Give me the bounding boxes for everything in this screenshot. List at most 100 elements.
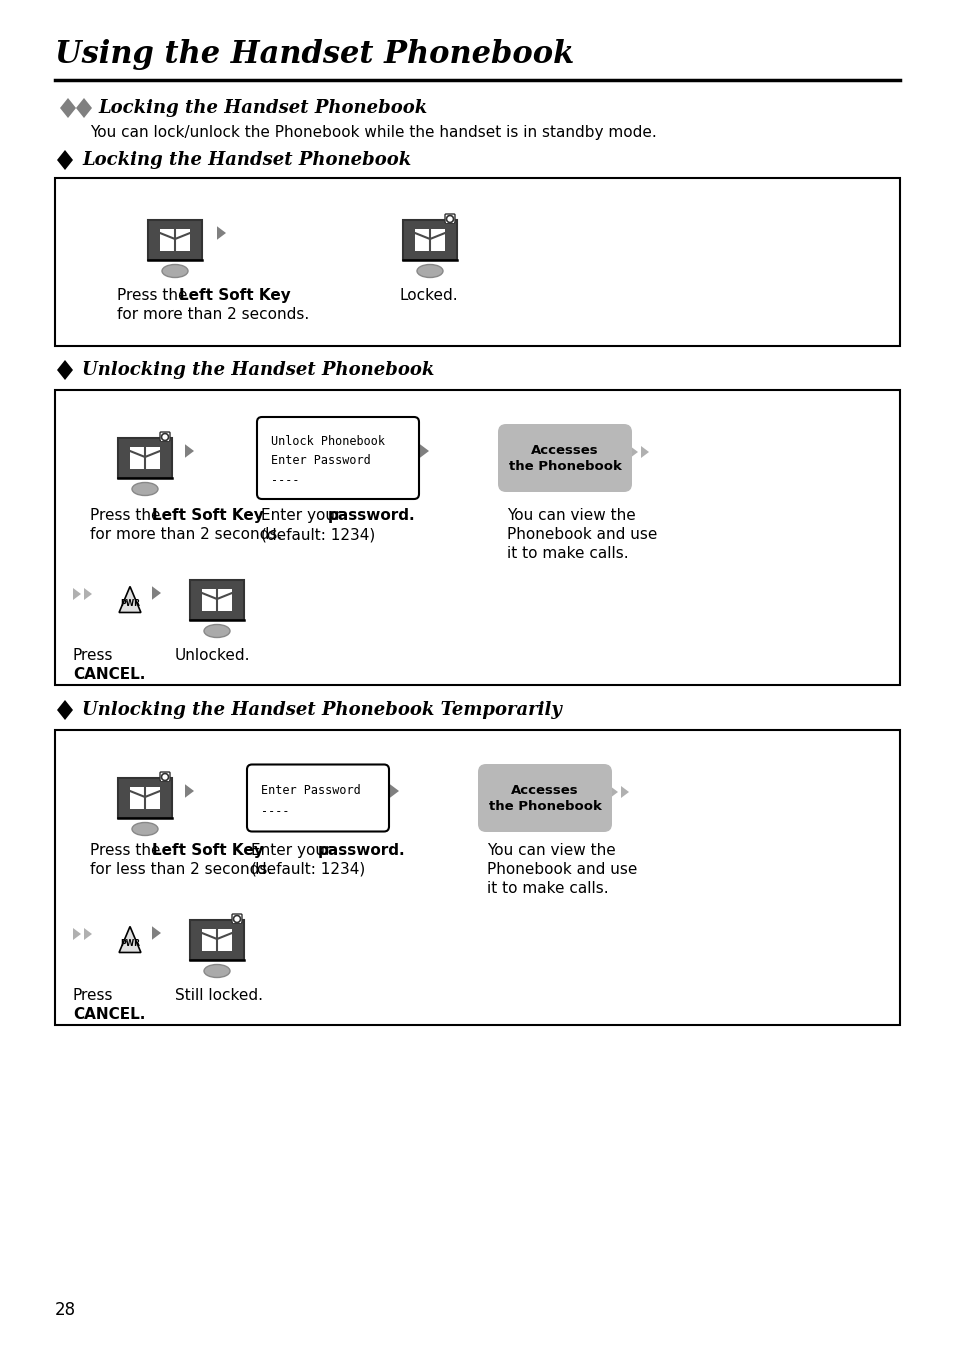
Text: Using the Handset Phonebook: Using the Handset Phonebook: [55, 39, 574, 70]
Polygon shape: [84, 588, 91, 600]
Text: ----: ----: [271, 473, 299, 487]
Ellipse shape: [204, 964, 230, 977]
Text: Phonebook and use: Phonebook and use: [506, 527, 657, 542]
Text: 28: 28: [55, 1301, 76, 1320]
Polygon shape: [119, 926, 141, 952]
Polygon shape: [152, 926, 161, 940]
Text: You can lock/unlock the Phonebook while the handset is in standby mode.: You can lock/unlock the Phonebook while …: [90, 126, 656, 141]
FancyBboxPatch shape: [247, 764, 389, 831]
FancyBboxPatch shape: [118, 777, 172, 818]
Text: Press the: Press the: [90, 508, 165, 523]
FancyBboxPatch shape: [477, 764, 612, 831]
FancyBboxPatch shape: [256, 416, 418, 499]
Ellipse shape: [132, 483, 158, 495]
Text: Enter Password: Enter Password: [271, 454, 371, 468]
Polygon shape: [57, 360, 73, 380]
Text: Locking the Handset Phonebook: Locking the Handset Phonebook: [98, 99, 427, 118]
FancyBboxPatch shape: [190, 580, 244, 621]
Text: Press: Press: [73, 648, 113, 662]
FancyBboxPatch shape: [190, 919, 244, 960]
Text: for less than 2 seconds.: for less than 2 seconds.: [90, 863, 272, 877]
FancyBboxPatch shape: [444, 214, 455, 223]
Text: the Phonebook: the Phonebook: [488, 799, 600, 813]
FancyBboxPatch shape: [402, 220, 456, 260]
Polygon shape: [76, 97, 91, 118]
Text: Left Soft Key: Left Soft Key: [152, 508, 263, 523]
Polygon shape: [84, 927, 91, 940]
Text: Phonebook and use: Phonebook and use: [486, 863, 637, 877]
Text: for more than 2 seconds.: for more than 2 seconds.: [117, 307, 309, 322]
Text: the Phonebook: the Phonebook: [508, 460, 620, 472]
Polygon shape: [60, 97, 76, 118]
FancyBboxPatch shape: [148, 220, 202, 260]
FancyBboxPatch shape: [202, 929, 215, 950]
Text: Enter your: Enter your: [261, 508, 346, 523]
Polygon shape: [390, 784, 398, 798]
Text: Accesses: Accesses: [531, 443, 598, 457]
FancyBboxPatch shape: [160, 228, 173, 251]
Text: You can view the: You can view the: [486, 844, 615, 859]
Text: Enter your: Enter your: [251, 844, 335, 859]
Text: Press the: Press the: [90, 844, 165, 859]
FancyBboxPatch shape: [233, 918, 241, 923]
Text: Locked.: Locked.: [399, 288, 458, 303]
Text: it to make calls.: it to make calls.: [486, 882, 608, 896]
Text: ----: ----: [261, 806, 289, 818]
Text: password.: password.: [317, 844, 405, 859]
FancyBboxPatch shape: [55, 178, 899, 346]
Polygon shape: [609, 786, 618, 798]
Polygon shape: [185, 445, 193, 458]
Text: Enter Password: Enter Password: [261, 784, 360, 796]
Polygon shape: [57, 150, 73, 170]
Text: Left Soft Key: Left Soft Key: [179, 288, 291, 303]
Ellipse shape: [204, 625, 230, 638]
Polygon shape: [419, 445, 429, 458]
FancyBboxPatch shape: [160, 772, 170, 781]
Text: Accesses: Accesses: [511, 784, 578, 796]
Text: password.: password.: [328, 508, 416, 523]
Polygon shape: [216, 226, 226, 239]
FancyBboxPatch shape: [146, 787, 160, 808]
Ellipse shape: [416, 265, 442, 277]
FancyBboxPatch shape: [218, 929, 232, 950]
Text: Still locked.: Still locked.: [174, 988, 263, 1003]
FancyBboxPatch shape: [161, 435, 169, 441]
Ellipse shape: [162, 265, 188, 277]
FancyBboxPatch shape: [130, 448, 144, 469]
Text: Unlocked.: Unlocked.: [174, 648, 251, 662]
Polygon shape: [185, 784, 193, 798]
Polygon shape: [152, 587, 161, 600]
Text: it to make calls.: it to make calls.: [506, 546, 628, 561]
FancyBboxPatch shape: [160, 433, 170, 441]
FancyBboxPatch shape: [55, 389, 899, 685]
Text: PWR: PWR: [120, 599, 140, 607]
Polygon shape: [73, 588, 81, 600]
Text: Locking the Handset Phonebook: Locking the Handset Phonebook: [82, 151, 411, 169]
Ellipse shape: [132, 822, 158, 836]
Polygon shape: [629, 446, 638, 458]
FancyBboxPatch shape: [218, 589, 232, 611]
FancyBboxPatch shape: [146, 448, 160, 469]
Text: Left Soft Key: Left Soft Key: [152, 844, 263, 859]
FancyBboxPatch shape: [55, 730, 899, 1025]
FancyBboxPatch shape: [415, 228, 429, 251]
Text: Press the: Press the: [117, 288, 193, 303]
FancyBboxPatch shape: [431, 228, 444, 251]
Text: CANCEL.: CANCEL.: [73, 667, 145, 681]
FancyBboxPatch shape: [175, 228, 190, 251]
FancyBboxPatch shape: [446, 218, 454, 223]
FancyBboxPatch shape: [161, 776, 169, 781]
Text: PWR: PWR: [120, 938, 140, 948]
Text: Unlocking the Handset Phonebook Temporarily: Unlocking the Handset Phonebook Temporar…: [82, 700, 561, 719]
Polygon shape: [119, 587, 141, 612]
Text: (default: 1234): (default: 1234): [261, 527, 375, 542]
Text: for more than 2 seconds.: for more than 2 seconds.: [90, 527, 282, 542]
Text: Unlock Phonebook: Unlock Phonebook: [271, 435, 385, 448]
Text: Unlocking the Handset Phonebook: Unlocking the Handset Phonebook: [82, 361, 434, 379]
FancyBboxPatch shape: [497, 425, 631, 492]
Polygon shape: [73, 927, 81, 940]
Polygon shape: [620, 786, 628, 798]
Text: You can view the: You can view the: [506, 508, 635, 523]
Text: (default: 1234): (default: 1234): [251, 863, 365, 877]
FancyBboxPatch shape: [232, 914, 242, 923]
